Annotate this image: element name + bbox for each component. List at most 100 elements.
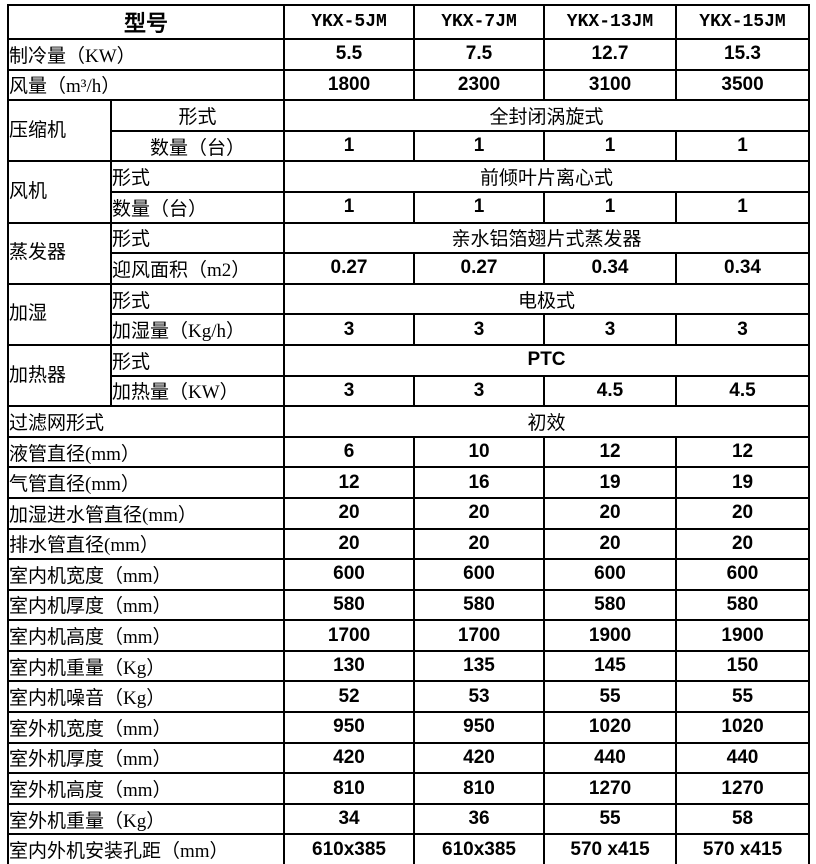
- value-cell: 3: [543, 313, 678, 346]
- value-fan-form: 前倾叶片离心式: [283, 160, 811, 193]
- model-name: YKX-13JM: [543, 4, 678, 40]
- value-cell: 20: [413, 527, 546, 561]
- table-row: 室外机厚度（mm） 420 420 440 440: [6, 741, 811, 775]
- value-cell: 580: [283, 588, 416, 622]
- value-cell: 950: [413, 711, 546, 744]
- row-label-indoor-width: 室内机宽度（mm）: [6, 558, 286, 591]
- spec-table: 型号 YKX-5JM YKX-7JM YKX-13JM YKX-15JM 制冷量…: [6, 4, 811, 864]
- value-cell: 20: [543, 496, 678, 530]
- value-cell: 2300: [413, 68, 546, 102]
- row-label-outdoor-weight: 室外机重量（Kg）: [6, 802, 286, 836]
- value-cell: 610x385: [283, 833, 416, 864]
- value-cell: 1700: [413, 619, 546, 652]
- value-humidifier-form: 电极式: [283, 282, 811, 316]
- value-cell: 580: [675, 588, 811, 622]
- value-cell: 1800: [283, 68, 416, 102]
- value-cell: 1: [413, 190, 546, 224]
- value-cell: 10: [413, 435, 546, 469]
- value-cell: 1270: [675, 772, 811, 805]
- sub-label-evaporator-area: 迎风面积（m2）: [109, 252, 286, 285]
- group-label-compressor: 压缩机: [7, 99, 112, 163]
- row-label-mounting-holes: 室内外机安装孔距（mm）: [6, 833, 286, 864]
- value-cell: 600: [543, 558, 678, 591]
- table-row: 室内机重量（Kg） 130 135 145 150: [6, 649, 811, 683]
- row-label-outdoor-depth: 室外机厚度（mm）: [6, 741, 286, 775]
- value-cell: 1: [675, 190, 811, 224]
- sub-label-compressor-form: 形式: [109, 99, 286, 132]
- value-cell: 0.27: [413, 252, 546, 285]
- value-cell: 1900: [543, 619, 678, 652]
- value-cell: 600: [413, 558, 546, 591]
- table-row: 室内机厚度（mm） 580 580 580 580: [6, 588, 811, 622]
- value-cell: 1900: [675, 619, 811, 652]
- sub-label-heater-form: 形式: [109, 343, 286, 377]
- value-cell: 1020: [543, 711, 678, 744]
- table-row: 室外机重量（Kg） 34 36 55 58: [6, 802, 811, 836]
- table-row: 过滤网形式 初效: [6, 405, 811, 438]
- value-cell: 3: [413, 374, 546, 408]
- table-row: 加热量（KW） 3 3 4.5 4.5: [8, 374, 811, 408]
- table-row: 迎风面积（m2） 0.27 0.27 0.34 0.34: [8, 252, 811, 285]
- table-row: 室外机高度（mm） 810 810 1270 1270: [6, 772, 811, 805]
- value-cell: 440: [543, 741, 678, 775]
- model-name: YKX-15JM: [675, 4, 811, 40]
- table-row: 数量（台） 1 1 1 1: [8, 129, 811, 163]
- table-row: 风机 形式 前倾叶片离心式: [7, 160, 811, 224]
- sub-label-compressor-qty: 数量（台）: [109, 129, 286, 163]
- row-label-gas-pipe: 气管直径(mm）: [6, 466, 286, 499]
- value-cell: 20: [675, 496, 811, 530]
- value-cell: 0.34: [675, 252, 811, 285]
- table-row: 室内机宽度（mm） 600 600 600 600: [6, 558, 811, 591]
- value-cell: 16: [413, 466, 546, 499]
- table-row: 室外机宽度（mm） 950 950 1020 1020: [6, 711, 811, 744]
- table-row: 室内外机安装孔距（mm） 610x385 610x385 570 x415 57…: [6, 833, 811, 864]
- value-evaporator-form: 亲水铝箔翅片式蒸发器: [283, 221, 811, 255]
- table-row: 排水管直径(mm） 20 20 20 20: [6, 527, 811, 561]
- value-cell: 3: [283, 313, 416, 346]
- value-cell: 1: [283, 129, 416, 163]
- sub-label-humidifier-form: 形式: [109, 282, 286, 316]
- value-cell: 3: [413, 313, 546, 346]
- row-label-liquid-pipe: 液管直径(mm）: [6, 435, 286, 469]
- value-cell: 53: [413, 680, 546, 714]
- table-row: 加湿 形式 电极式: [7, 282, 811, 346]
- value-cell: 12.7: [543, 38, 678, 71]
- value-cell: 1: [675, 129, 811, 163]
- sub-label-fan-qty: 数量（台）: [109, 190, 286, 224]
- value-cell: 36: [413, 802, 546, 836]
- value-cell: 135: [413, 649, 546, 683]
- value-cell: 3100: [543, 68, 678, 102]
- row-label-outdoor-width: 室外机宽度（mm）: [6, 711, 286, 744]
- value-cell: 7.5: [413, 38, 546, 71]
- table-row: 加湿进水管直径(mm） 20 20 20 20: [6, 496, 811, 530]
- value-cell: 1: [543, 129, 678, 163]
- row-label-filter: 过滤网形式: [6, 405, 286, 438]
- table-row: 室内机噪音（Kg） 52 53 55 55: [6, 680, 811, 714]
- value-cell: 6: [283, 435, 416, 469]
- value-cell: 20: [283, 527, 416, 561]
- value-cell: 1: [543, 190, 678, 224]
- model-name: YKX-5JM: [283, 4, 416, 40]
- table-row: 蒸发器 形式 亲水铝箔翅片式蒸发器: [7, 221, 811, 285]
- row-label-humid-inlet-pipe: 加湿进水管直径(mm）: [6, 496, 286, 530]
- model-header-label: 型号: [6, 4, 286, 40]
- value-cell: 1020: [675, 711, 811, 744]
- row-label-airflow: 风量（m³/h）: [6, 68, 286, 102]
- value-cell: 420: [283, 741, 416, 775]
- value-cell: 20: [675, 527, 811, 561]
- value-heater-form: PTC: [283, 343, 811, 377]
- row-label-indoor-depth: 室内机厚度（mm）: [6, 588, 286, 622]
- row-label-outdoor-height: 室外机高度（mm）: [6, 772, 286, 805]
- value-cell: 610x385: [413, 833, 546, 864]
- value-cell: 34: [283, 802, 416, 836]
- value-cell: 3: [675, 313, 811, 346]
- value-cell: 580: [543, 588, 678, 622]
- value-cell: 950: [283, 711, 416, 744]
- value-cell: 0.27: [283, 252, 416, 285]
- value-cell: 20: [543, 527, 678, 561]
- value-cell: 600: [675, 558, 811, 591]
- value-cell: 420: [413, 741, 546, 775]
- value-cell: 52: [283, 680, 416, 714]
- value-cell: 5.5: [283, 38, 416, 71]
- table-row: 型号 YKX-5JM YKX-7JM YKX-13JM YKX-15JM: [6, 4, 811, 40]
